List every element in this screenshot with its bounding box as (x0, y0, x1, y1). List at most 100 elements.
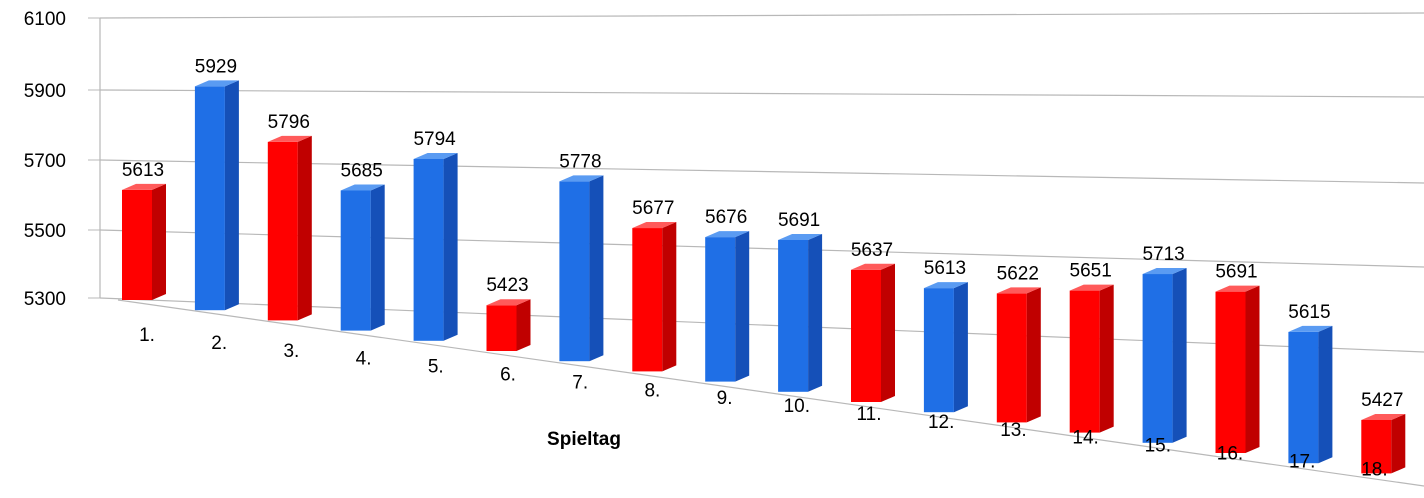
bar (1288, 325, 1333, 464)
bar-side (1391, 413, 1406, 474)
bar-top (1288, 325, 1333, 332)
data-label: 5685 (341, 160, 383, 181)
x-tick-label: 15. (1145, 436, 1171, 457)
bar (632, 222, 677, 372)
bar-top (413, 152, 458, 159)
x-tick-label: 1. (139, 325, 155, 346)
data-label: 5615 (1288, 302, 1330, 323)
bar-top (194, 80, 239, 87)
y-tick-label: 5500 (24, 221, 66, 242)
bar (559, 175, 604, 362)
x-axis-title: Spieltag (547, 429, 621, 450)
data-label: 5677 (632, 198, 674, 219)
floor-edge (117, 299, 1424, 487)
bar (1069, 284, 1114, 433)
bar-front (923, 288, 954, 413)
bar-top (1361, 413, 1406, 420)
bar-front (996, 293, 1027, 423)
bar (267, 135, 312, 321)
bar-front (1288, 331, 1319, 464)
bar-front (1142, 274, 1173, 443)
x-tick-label: 3. (283, 341, 299, 362)
bar-top (923, 282, 968, 289)
bar-top (267, 135, 312, 142)
bar (194, 80, 239, 311)
bar-front (194, 86, 225, 311)
bar-front (705, 237, 736, 382)
bar-top (705, 231, 750, 238)
bar-front (267, 141, 298, 321)
bar-top (559, 175, 604, 182)
bar (996, 287, 1041, 423)
bar-top (1215, 285, 1260, 292)
y-tick-label: 6100 (24, 9, 66, 30)
bar-side (881, 263, 895, 402)
bar-front (340, 190, 371, 331)
gridline (99, 12, 1424, 19)
bar-side (516, 299, 531, 351)
bar-top (486, 299, 531, 306)
data-label: 5796 (268, 112, 310, 133)
data-label: 5613 (122, 160, 164, 181)
y-tick-label: 5900 (24, 81, 66, 102)
bar-side (224, 80, 239, 311)
x-tick-label: 12. (928, 412, 954, 433)
data-label: 5622 (997, 263, 1039, 284)
x-tick-label: 18. (1361, 459, 1387, 480)
x-tick-label: 16. (1217, 444, 1243, 465)
bar-side (1318, 325, 1333, 464)
data-label: 5651 (1070, 261, 1112, 282)
bar-side (589, 175, 604, 362)
bar (486, 299, 531, 351)
bar-side (662, 222, 677, 372)
gridline (99, 297, 1424, 353)
bar (705, 231, 750, 382)
x-tick-label: 4. (356, 349, 372, 370)
bar-top (778, 233, 823, 240)
bar-front (122, 189, 152, 300)
x-tick-label: 9. (717, 388, 733, 409)
bar (413, 152, 458, 341)
data-label: 5929 (195, 56, 237, 77)
data-label: 5713 (1142, 244, 1184, 265)
data-labels: 5613 5929 5796 5685 5794 5423 5778 5677 5676 5691… (122, 56, 1404, 411)
data-label: 5778 (559, 151, 601, 172)
bar-front (778, 239, 809, 392)
bar (851, 263, 895, 402)
data-label: 5794 (413, 129, 456, 150)
bar (923, 282, 968, 413)
data-label: 5691 (778, 210, 820, 231)
bar-side (1099, 284, 1114, 433)
gridline (99, 89, 1424, 98)
x-tick-label: 11. (856, 404, 881, 425)
bar-side (152, 183, 166, 300)
bar-front (413, 158, 444, 341)
x-tick-label: 14. (1072, 428, 1098, 449)
bar-side (953, 282, 968, 413)
bar-front (1215, 291, 1246, 453)
bar (122, 183, 166, 300)
bar-side (1026, 287, 1041, 423)
bar-top (851, 263, 895, 270)
gridline (99, 159, 1424, 184)
x-tick-label: 17. (1289, 451, 1315, 472)
bar-side (297, 135, 312, 321)
bar-side (443, 152, 458, 341)
data-label: 5427 (1361, 390, 1403, 411)
y-tick-label: 5700 (24, 151, 66, 172)
bar-front (851, 269, 881, 402)
bar (1215, 285, 1260, 453)
bar-top (1142, 268, 1187, 275)
bars (122, 80, 1406, 474)
data-label: 5691 (1215, 262, 1257, 283)
bar-front (1361, 419, 1392, 474)
data-label: 5676 (705, 207, 747, 228)
bar-front (1069, 290, 1100, 433)
data-label: 5423 (486, 275, 528, 296)
bar-side (808, 233, 823, 392)
data-label: 5613 (924, 258, 966, 279)
bar-side (1245, 285, 1260, 453)
bar (1142, 268, 1187, 443)
